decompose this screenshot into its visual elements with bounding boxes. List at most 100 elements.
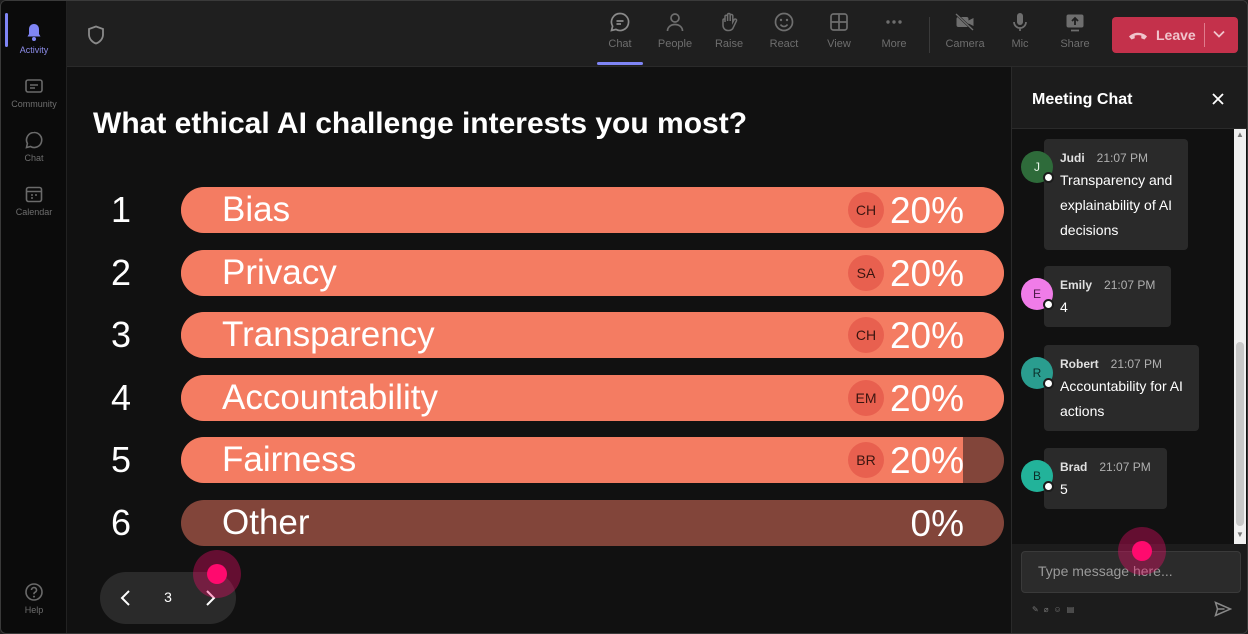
toolbar-raise-button[interactable]: Raise — [704, 11, 754, 61]
rail-item-calendar[interactable]: Calendar — [1, 175, 67, 225]
chat-message[interactable]: Emily 21:07 PM 4 — [1044, 266, 1172, 327]
voter-avatar: BR — [848, 442, 884, 478]
chat-icon — [610, 12, 630, 32]
option-label: Fairness — [222, 440, 357, 479]
toolbar-button-label: Mic — [1011, 38, 1029, 50]
chevron-down-icon[interactable] — [1212, 29, 1226, 39]
toolbar-people-button[interactable]: People — [650, 11, 700, 61]
poll-stage: What ethical AI challenge interests you … — [67, 67, 1011, 633]
option-label: Other — [222, 502, 310, 542]
sender-avatar[interactable]: R — [1021, 357, 1054, 389]
sender-name: Robert — [1060, 357, 1099, 371]
option-percent: 20% — [889, 252, 964, 294]
rail-active-indicator — [5, 13, 8, 47]
chat-message-list[interactable]: Judi 21:07 PM Transparency and explainabili… — [1012, 129, 1247, 544]
toolbar-more-button[interactable]: More — [869, 11, 919, 61]
send-icon[interactable] — [1214, 601, 1232, 617]
toolbar-camera-button[interactable]: Camera — [940, 11, 990, 61]
scrollbar-thumb[interactable] — [1236, 342, 1244, 526]
presence-status-icon — [1043, 481, 1054, 492]
people-icon — [666, 13, 684, 32]
leave-label: Leave — [1156, 27, 1196, 43]
grid-icon — [830, 13, 848, 31]
option-label: Privacy — [222, 252, 337, 292]
option-number: 2 — [110, 251, 132, 293]
toolbar-button-label: Camera — [945, 38, 985, 50]
avatar-initial: J — [1034, 160, 1040, 174]
page-number: 3 — [164, 589, 172, 605]
rail-item-activity[interactable]: Activity — [1, 13, 67, 63]
poll-option-bar: Fairness BR 20% — [181, 437, 1004, 483]
toolbar-mic-button[interactable]: Mic — [995, 11, 1045, 61]
sender-avatar[interactable]: E — [1021, 278, 1054, 310]
sender-name: Emily — [1060, 278, 1093, 292]
option-percent: 0% — [910, 502, 964, 544]
format-tools-icon[interactable]: ✎⌀☺▤ — [1032, 605, 1080, 614]
option-number: 6 — [110, 501, 132, 543]
meeting-chat-panel: Meeting Chat Judi 21:07 PM Transparency an… — [1011, 67, 1247, 633]
bell-icon — [27, 23, 41, 41]
rail-item-label: Chat — [24, 152, 44, 163]
chat-message[interactable]: Robert 21:07 PM Accountability for AI actio… — [1044, 345, 1199, 431]
active-tab-indicator — [597, 62, 643, 65]
chat-message[interactable]: Brad 21:07 PM 5 — [1044, 448, 1167, 509]
scroll-up-icon[interactable]: ▲ — [1236, 130, 1244, 139]
help-icon — [25, 582, 43, 601]
chevron-right-icon[interactable] — [202, 588, 218, 608]
option-number: 5 — [110, 439, 132, 480]
chat-message-input[interactable]: Type message here... — [1021, 551, 1241, 593]
rail-item-label: Help — [24, 604, 44, 615]
toolbar-chat-button[interactable]: Chat — [595, 11, 645, 61]
message-header: Emily 21:07 PM — [1060, 276, 1155, 294]
hand-icon — [722, 12, 738, 32]
rail-item-chat[interactable]: Chat — [1, 121, 67, 171]
option-percent: 20% — [889, 377, 964, 419]
toolbar-react-button[interactable]: React — [759, 11, 809, 61]
community-icon — [25, 78, 43, 93]
option-label: Accountability — [222, 377, 438, 417]
message-time: 21:07 PM — [1110, 357, 1163, 371]
poll-option-bar: Accountability EM 20% — [181, 374, 1004, 421]
sender-avatar[interactable]: B — [1021, 460, 1054, 492]
more-icon — [886, 20, 902, 24]
chat-message[interactable]: Judi 21:07 PM Transparency and explainabili… — [1044, 139, 1189, 250]
chevron-left-icon[interactable] — [118, 588, 134, 608]
poll-option-bar: Privacy SA 20% — [181, 249, 1004, 296]
sender-avatar[interactable]: J — [1021, 151, 1054, 183]
avatar-initial: E — [1032, 287, 1041, 301]
rail-item-community[interactable]: Community — [1, 67, 67, 117]
poll-question: What ethical AI challenge interests you … — [93, 107, 748, 140]
presence-status-icon — [1043, 299, 1054, 310]
message-text: Accountability for AI — [1060, 378, 1183, 394]
toolbar-button-label: Chat — [608, 38, 632, 50]
message-header: Robert 21:07 PM — [1060, 355, 1183, 373]
scroll-down-icon[interactable]: ▼ — [1236, 530, 1244, 539]
option-percent: 20% — [889, 190, 964, 231]
calendar-icon — [25, 186, 43, 202]
shield-icon[interactable] — [87, 25, 105, 45]
close-icon[interactable] — [1210, 91, 1226, 107]
chat-icon — [25, 131, 43, 149]
chat-scrollbar[interactable]: ▲ ▼ — [1234, 129, 1246, 544]
phone-hangup-icon — [1129, 32, 1147, 40]
rail-item-help[interactable]: Help — [1, 573, 67, 623]
toolbar-share-button[interactable]: Share — [1050, 11, 1100, 61]
toolbar-button-label: Raise — [714, 38, 744, 50]
voter-avatar: SA — [848, 254, 884, 291]
rail-item-label: Community — [11, 98, 57, 109]
sender-name: Judi — [1060, 151, 1085, 165]
toolbar-button-label: More — [881, 38, 907, 50]
toolbar-button-label: Share — [1060, 38, 1090, 50]
poll-option-bar: Other 0% — [181, 499, 1004, 546]
message-text: 4 — [1060, 299, 1068, 315]
toolbar-view-button[interactable]: View — [814, 11, 864, 61]
poll-option-bar: Transparency CH 20% — [181, 312, 1004, 358]
message-text: decisions — [1060, 222, 1119, 238]
left-rail: Activity Community Chat Calendar Help — [1, 1, 67, 633]
sender-name: Brad — [1060, 460, 1088, 474]
voter-avatar: EM — [848, 379, 884, 416]
voter-avatar: CH — [848, 317, 884, 353]
leave-button[interactable]: Leave — [1112, 17, 1238, 53]
option-number: 1 — [110, 189, 132, 230]
